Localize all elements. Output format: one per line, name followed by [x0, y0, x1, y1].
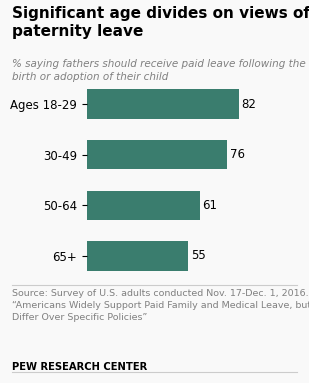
Text: 82: 82	[241, 98, 256, 111]
Text: % saying fathers should receive paid leave following the
birth or adoption of th: % saying fathers should receive paid lea…	[12, 59, 306, 82]
Text: Source: Survey of U.S. adults conducted Nov. 17-Dec. 1, 2016.
“Americans Widely : Source: Survey of U.S. adults conducted …	[12, 289, 309, 322]
Bar	[87, 191, 200, 220]
Text: 55: 55	[191, 249, 206, 262]
Bar	[87, 90, 239, 119]
Text: 76: 76	[230, 148, 245, 161]
Text: 61: 61	[202, 199, 218, 212]
Bar	[87, 140, 227, 169]
Bar	[87, 241, 188, 270]
Text: PEW RESEARCH CENTER: PEW RESEARCH CENTER	[12, 362, 148, 372]
Text: Significant age divides on views of paid
paternity leave: Significant age divides on views of paid…	[12, 6, 309, 39]
